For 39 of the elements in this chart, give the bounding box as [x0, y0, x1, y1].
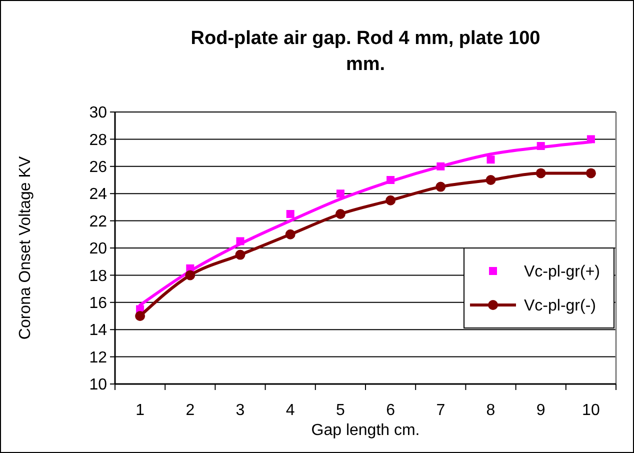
- x-tick-label: 10: [582, 402, 600, 419]
- y-tick-label: 30: [89, 104, 108, 122]
- y-axis-title: Corona Onset Voltage KV: [17, 156, 34, 340]
- x-tick-label: 3: [236, 402, 245, 419]
- chart-title: Rod-plate air gap. Rod 4 mm, plate 100 mm.: [190, 28, 540, 75]
- point: [135, 311, 146, 321]
- y-tick-label: 24: [89, 186, 108, 204]
- point: [486, 175, 496, 185]
- point: [335, 209, 346, 219]
- x-tick-label: 8: [486, 402, 496, 419]
- y-tick-label: 26: [89, 159, 108, 176]
- point: [285, 229, 296, 240]
- y-tick-label: 16: [89, 295, 108, 312]
- y-tick-label: 10: [89, 376, 108, 394]
- point: [386, 195, 396, 206]
- x-axis-title: Gap length cm.: [311, 422, 420, 439]
- y-tick-label: 18: [89, 268, 108, 285]
- legend-label: Vc-pl-gr(+): [524, 264, 600, 281]
- y-tick-label: 20: [89, 240, 108, 258]
- x-tick-label: 7: [436, 402, 446, 419]
- y-tick-label: 28: [89, 132, 108, 149]
- legend-label: Vc-pl-gr(-): [524, 298, 596, 315]
- point: [185, 270, 196, 280]
- point: [286, 210, 294, 218]
- x-tick-label: 9: [536, 402, 546, 419]
- x-tick-label: 2: [186, 402, 195, 419]
- point: [436, 182, 446, 192]
- y-tick-label: 22: [89, 213, 108, 230]
- point: [336, 190, 344, 198]
- x-tick-label: 4: [286, 402, 295, 419]
- x-tick-label: 5: [336, 402, 345, 419]
- point: [586, 168, 596, 178]
- y-tick-label: 14: [89, 322, 108, 340]
- point: [235, 250, 246, 260]
- point: [536, 168, 546, 178]
- x-tick-label: 6: [386, 402, 396, 419]
- point: [486, 156, 495, 164]
- x-tick-label: 1: [136, 402, 145, 419]
- y-tick-label: 12: [89, 349, 108, 366]
